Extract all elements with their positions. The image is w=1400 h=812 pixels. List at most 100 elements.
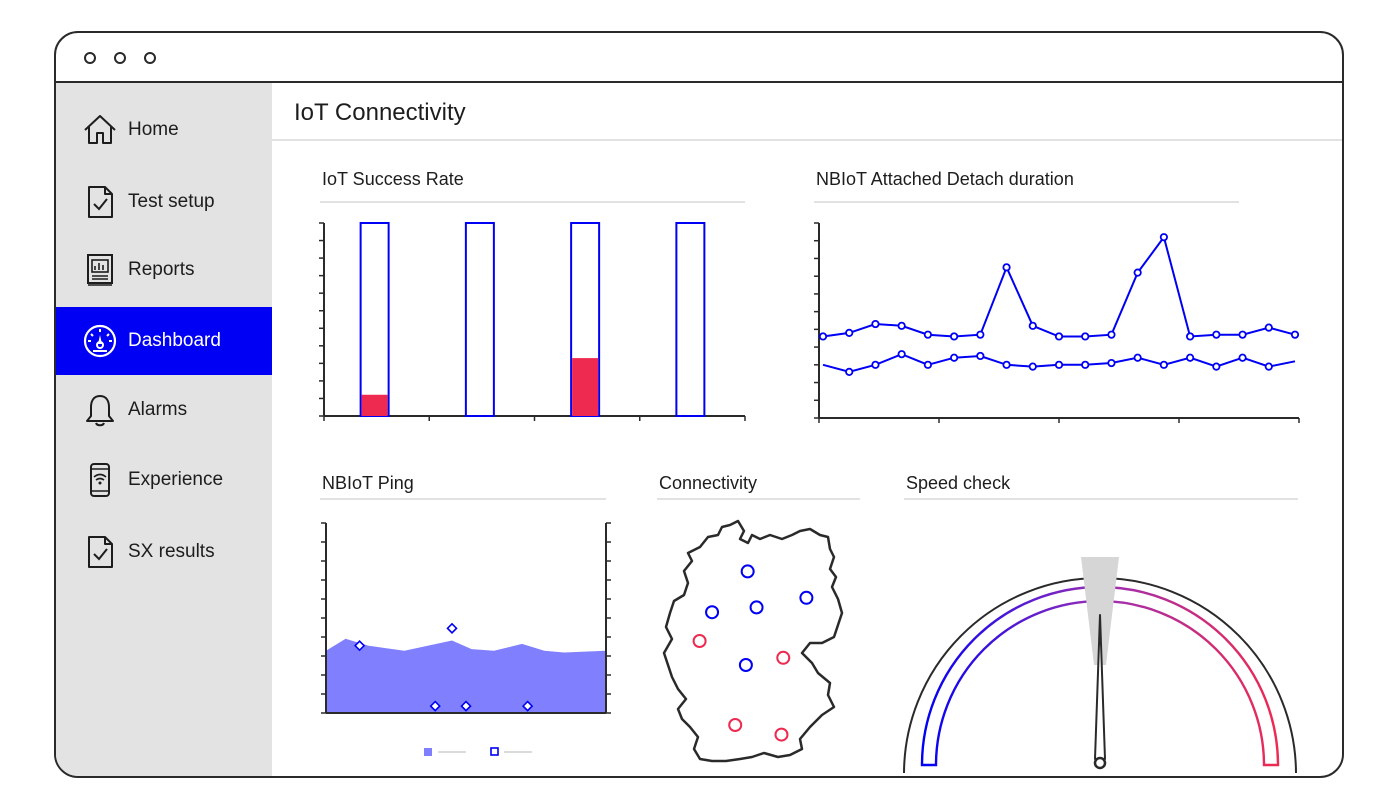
data-point <box>1264 323 1273 332</box>
main-content: IoT Connectivity IoT Success Rate NBIoT … <box>272 83 1342 776</box>
window-dot-maximize[interactable] <box>144 52 156 64</box>
ping-point <box>521 700 534 712</box>
document-check-icon <box>88 186 113 218</box>
attach-detach-chart <box>814 222 1300 423</box>
ping-point <box>446 622 458 634</box>
map-point-blue <box>749 600 764 615</box>
data-point <box>976 330 985 339</box>
ping-legend <box>424 747 532 756</box>
legend-swatch-points <box>490 747 499 756</box>
panel-title-ping: NBIoT Ping <box>322 473 414 493</box>
map-point-blue <box>705 605 720 620</box>
sidebar-item-label: Test setup <box>128 191 215 212</box>
sidebar-item-sx-results[interactable]: SX results <box>56 519 272 585</box>
data-point <box>845 367 854 377</box>
data-point <box>1186 353 1195 362</box>
window-dot-close[interactable] <box>84 52 96 64</box>
data-point <box>1238 330 1247 339</box>
ping-point <box>353 640 366 652</box>
panel-divider <box>320 498 606 500</box>
bar-outline <box>675 222 706 417</box>
success-rate-bars <box>359 222 706 417</box>
data-point <box>976 351 985 361</box>
sidebar-item-label: Home <box>128 119 179 140</box>
ping-area-fill <box>326 638 606 713</box>
series-line-0 <box>822 234 1296 338</box>
data-point <box>1264 362 1273 371</box>
window-dot-minimize[interactable] <box>114 52 126 64</box>
data-point <box>1133 268 1142 277</box>
home-icon <box>84 115 116 144</box>
data-point <box>1186 332 1195 341</box>
data-point <box>1290 330 1300 339</box>
sidebar-item-home[interactable]: Home <box>56 97 272 163</box>
data-point <box>818 332 828 341</box>
data-point <box>1002 263 1011 272</box>
sidebar-item-alarms[interactable]: Alarms <box>56 377 272 443</box>
data-point <box>871 319 880 329</box>
needle-shadow <box>1081 557 1119 665</box>
data-point <box>1238 353 1247 362</box>
sidebar-item-test-setup[interactable]: Test setup <box>56 169 272 235</box>
germany-map-outline <box>662 519 844 763</box>
sidebar-item-dashboard[interactable]: Dashboard <box>56 307 272 375</box>
data-point <box>1107 330 1116 339</box>
panel-title-success-rate: IoT Success Rate <box>322 169 464 189</box>
data-point <box>1159 233 1168 242</box>
legend-swatch-area <box>424 748 432 756</box>
report-icon <box>87 254 113 286</box>
map-point-red <box>728 718 743 732</box>
bar <box>361 394 388 416</box>
data-point <box>1081 332 1090 341</box>
panel-divider <box>657 498 860 500</box>
title-divider <box>272 139 1342 141</box>
needle-pivot <box>1093 756 1107 770</box>
bar <box>572 358 599 416</box>
data-point <box>1081 360 1090 369</box>
sidebar-item-label: Experience <box>128 469 224 490</box>
data-point <box>950 353 959 362</box>
panel-divider <box>814 201 1239 203</box>
ping-area <box>326 638 606 713</box>
panel-divider <box>320 201 745 203</box>
ping-chart <box>321 522 611 756</box>
bell-icon <box>86 395 114 427</box>
connectivity-map <box>662 519 844 763</box>
map-point-red <box>774 727 789 742</box>
document-check-icon <box>88 536 113 568</box>
sidebar-item-experience[interactable]: Experience <box>56 447 272 513</box>
ping-axes <box>321 522 611 714</box>
connectivity-points <box>692 564 814 742</box>
data-point <box>1159 360 1168 369</box>
sidebar-item-label: Reports <box>128 259 195 280</box>
sidebar-item-label: SX results <box>128 541 215 562</box>
data-point <box>1107 358 1116 368</box>
sidebar-item-reports[interactable]: Reports <box>56 237 272 303</box>
attach-detach-axes <box>814 222 1300 423</box>
sidebar-item-label: Dashboard <box>128 330 221 351</box>
data-point <box>871 360 880 369</box>
bar-outline <box>359 222 390 417</box>
data-point <box>923 330 932 339</box>
sidebar: Home Test setup Reports <box>56 83 272 776</box>
ping-point <box>429 700 441 712</box>
panel-divider <box>904 498 1298 500</box>
data-point <box>845 328 854 338</box>
ping-points <box>353 622 534 712</box>
panel-title-connectivity: Connectivity <box>659 473 758 493</box>
map-point-red <box>776 650 791 665</box>
data-point <box>1028 321 1037 330</box>
page-title: IoT Connectivity <box>294 99 466 126</box>
data-point <box>897 350 906 359</box>
sidebar-item-label: Alarms <box>128 399 188 420</box>
data-point <box>1133 353 1142 362</box>
data-point <box>1212 362 1221 371</box>
attach-detach-lines <box>818 233 1300 377</box>
success-rate-axes <box>319 222 746 421</box>
map-point-blue <box>799 590 814 605</box>
map-point-red <box>692 634 707 648</box>
data-point <box>1054 360 1064 369</box>
data-point <box>1212 330 1221 339</box>
gauge-icon <box>83 324 117 358</box>
app-window: Home Test setup Reports <box>54 31 1344 778</box>
